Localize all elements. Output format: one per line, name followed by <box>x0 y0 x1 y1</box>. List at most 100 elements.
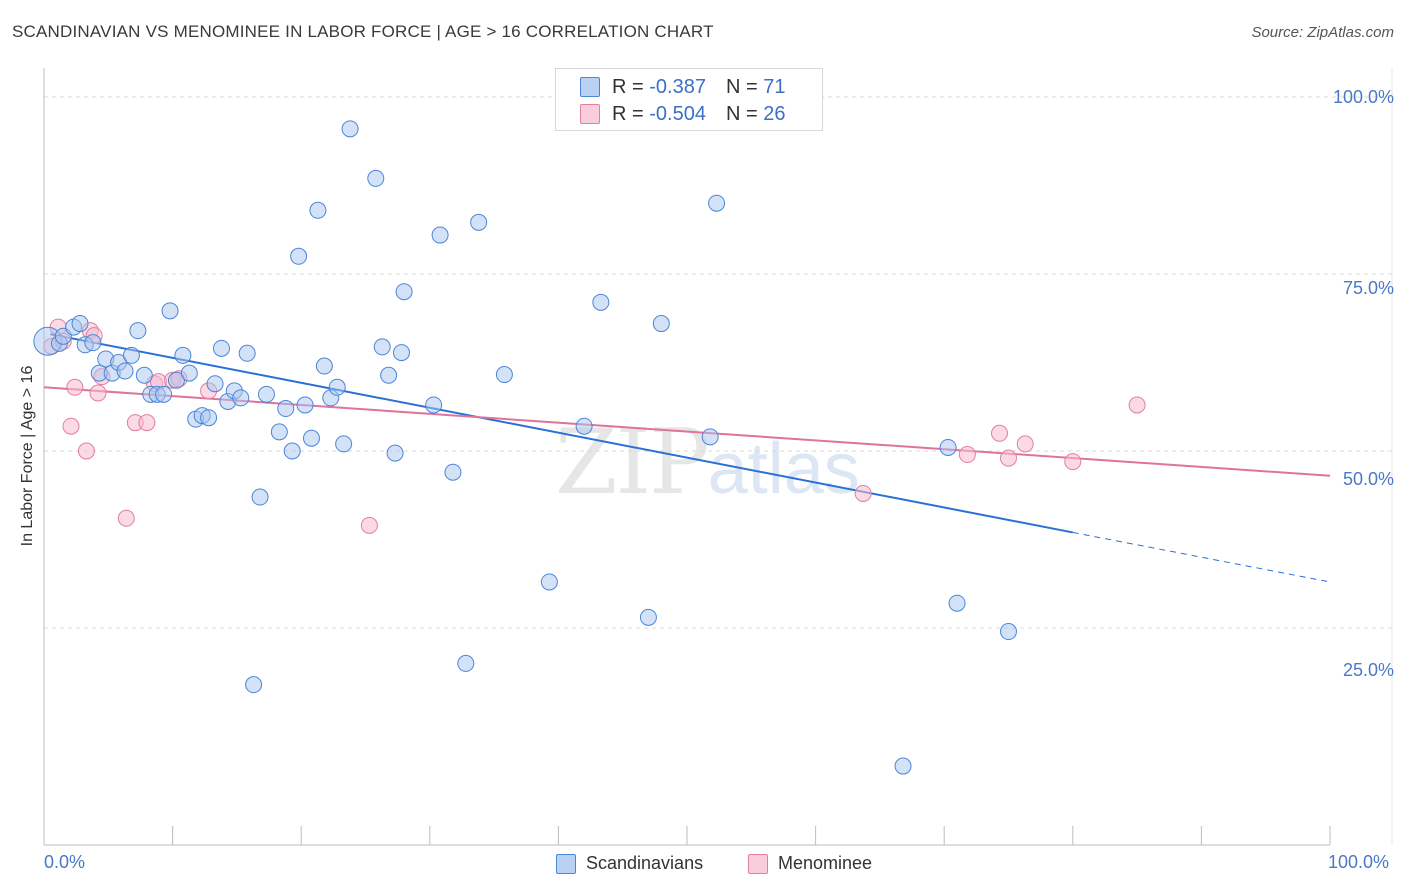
scandinavians-point <box>174 346 192 364</box>
scandinavians-point <box>200 409 218 427</box>
scandinavians-point <box>373 338 391 356</box>
scandinavians-point <box>84 334 102 352</box>
scandinavians-point <box>1000 623 1017 641</box>
menominee-point <box>138 414 156 432</box>
scandinavians-point <box>444 463 462 481</box>
scandinavians-point <box>161 302 179 320</box>
bottom-legend-label-menominee: Menominee <box>778 853 873 873</box>
menominee-point <box>1000 449 1017 467</box>
bottom-legend-swatch-pink <box>748 853 768 874</box>
trend-lines <box>43 333 1331 583</box>
legend-row-scandinavians: R = -0.387 N = 71 <box>580 75 785 99</box>
scandinavians-point <box>290 247 308 265</box>
legend-swatch-pink <box>580 104 600 124</box>
scandinavians-point <box>315 357 333 375</box>
y-axis-label: In Labor Force | Age > 16 <box>19 365 36 547</box>
bottom-legend-scandinavians: Scandinavians <box>556 853 703 874</box>
menominee-point <box>1128 396 1146 414</box>
scandinavians-trend-extension <box>1072 531 1331 583</box>
scandinavians-point <box>652 315 670 333</box>
scandinavians-point <box>122 346 140 364</box>
legend-n-label: N = <box>725 75 758 98</box>
x-tick-label-max: 100.0% <box>1328 852 1390 872</box>
scandinavians-point <box>180 364 198 382</box>
scandinavians-point <box>575 417 593 435</box>
chart-title: SCANDINAVIAN VS MENOMINEE IN LABOR FORCE… <box>12 22 714 41</box>
legend-r-value-scandinavians: -0.387 <box>649 75 706 98</box>
scandinavians-point <box>155 385 173 403</box>
scandinavians-point <box>71 315 89 333</box>
scandinavians-point <box>639 608 657 626</box>
menominee-point <box>1016 435 1034 453</box>
menominee-point <box>62 417 80 435</box>
scandinavians-point <box>470 213 488 231</box>
menominee-point <box>117 509 135 527</box>
scandinavians-point <box>708 194 726 212</box>
bottom-legend-menominee: Menominee <box>748 853 872 874</box>
scandinavians-point <box>495 366 513 384</box>
x-tick-label-min: 0.0% <box>44 852 86 872</box>
legend-r-label: R = <box>612 102 644 125</box>
scandinavians-point <box>948 594 966 612</box>
scandinavians-point <box>894 757 912 775</box>
legend-r-label: R = <box>612 75 644 98</box>
scandinavians-point <box>425 396 443 414</box>
bottom-legend-swatch-blue <box>556 853 576 874</box>
scandinavians-point <box>393 344 411 362</box>
menominee-point <box>958 446 976 464</box>
legend-swatch-blue <box>580 77 600 97</box>
y-tick-label-100: 100.0% <box>1332 87 1394 107</box>
scandinavians-point <box>245 676 263 694</box>
scandinavians-point <box>257 385 275 403</box>
scandinavians-point <box>296 396 314 414</box>
grid-lines <box>44 96 1392 629</box>
chart-source: Source: ZipAtlas.com <box>1251 24 1394 41</box>
menominee-point <box>360 516 378 534</box>
scandinavians-point <box>251 488 269 506</box>
scandinavians-point <box>206 375 224 393</box>
scandinavians-point <box>341 120 359 138</box>
scandinavians-point <box>302 429 320 447</box>
menominee-points <box>43 318 1146 534</box>
scandinavians-point <box>540 573 558 591</box>
y-tick-label-75: 75.0% <box>1342 278 1394 298</box>
scandinavians-point <box>701 428 719 446</box>
scandinavians-point <box>167 371 185 389</box>
scandinavians-point <box>129 322 147 340</box>
scandinavians-point <box>328 378 346 396</box>
legend-r-value-menominee: -0.504 <box>649 102 706 125</box>
scandinavians-point <box>367 169 385 187</box>
scandinavians-point <box>212 339 230 357</box>
scandinavians-point <box>431 226 449 244</box>
menominee-point <box>66 378 84 396</box>
scandinavians-point <box>238 344 256 362</box>
bottom-legend-label-scandinavians: Scandinavians <box>586 853 704 873</box>
scandinavians-point <box>277 400 295 418</box>
scandinavians-point <box>592 293 610 311</box>
scandinavians-point <box>270 423 288 441</box>
menominee-point <box>89 384 107 402</box>
legend-n-value-scandinavians: 71 <box>763 75 786 98</box>
scandinavians-point <box>232 389 250 407</box>
menominee-point <box>854 484 872 502</box>
scandinavians-point <box>939 438 957 456</box>
scandinavians-point <box>380 366 398 384</box>
menominee-trend-line <box>43 386 1331 477</box>
menominee-point <box>77 442 95 460</box>
scandinavians-point <box>283 442 301 460</box>
scandinavians-point <box>309 201 327 219</box>
correlation-legend: R = -0.387 N = 71 R = -0.504 N = 26 <box>555 68 823 131</box>
menominee-point <box>990 424 1008 442</box>
scandinavians-point <box>386 444 404 462</box>
legend-n-label: N = <box>725 102 758 125</box>
axes <box>43 68 1393 846</box>
legend-row-menominee: R = -0.504 N = 26 <box>580 102 785 126</box>
scandinavians-trend-line <box>50 333 1073 534</box>
scandinavians-point <box>116 362 134 380</box>
legend-n-value-menominee: 26 <box>763 102 786 125</box>
menominee-point <box>1064 453 1082 471</box>
y-tick-label-25: 25.0% <box>1342 660 1394 680</box>
scandinavians-points <box>33 120 1017 775</box>
y-tick-label-50: 50.0% <box>1342 469 1394 489</box>
